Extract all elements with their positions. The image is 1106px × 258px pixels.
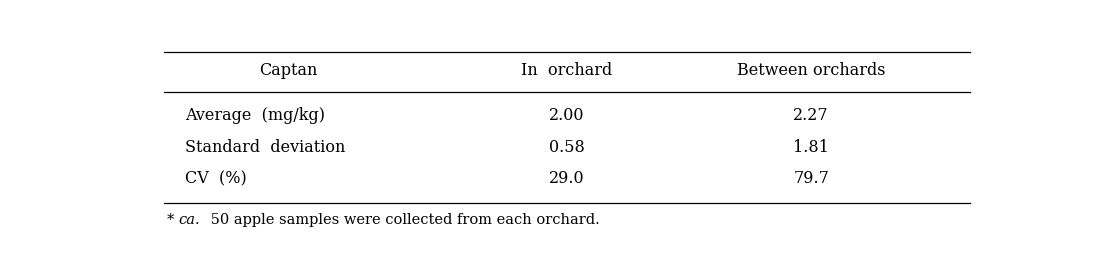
Text: Standard  deviation: Standard deviation: [186, 139, 346, 156]
Text: In  orchard: In orchard: [521, 62, 613, 79]
Text: CV  (%): CV (%): [186, 171, 247, 188]
Text: 0.58: 0.58: [549, 139, 585, 156]
Text: ca.: ca.: [178, 213, 200, 227]
Text: 1.81: 1.81: [793, 139, 830, 156]
Text: 79.7: 79.7: [793, 171, 830, 188]
Text: *: *: [167, 213, 174, 227]
Text: Average  (mg/kg): Average (mg/kg): [186, 107, 325, 124]
Text: Between orchards: Between orchards: [737, 62, 886, 79]
Text: 29.0: 29.0: [549, 171, 585, 188]
Text: 2.00: 2.00: [549, 107, 585, 124]
Text: Captan: Captan: [259, 62, 317, 79]
Text: 2.27: 2.27: [793, 107, 828, 124]
Text: 50 apple samples were collected from each orchard.: 50 apple samples were collected from eac…: [206, 213, 599, 227]
